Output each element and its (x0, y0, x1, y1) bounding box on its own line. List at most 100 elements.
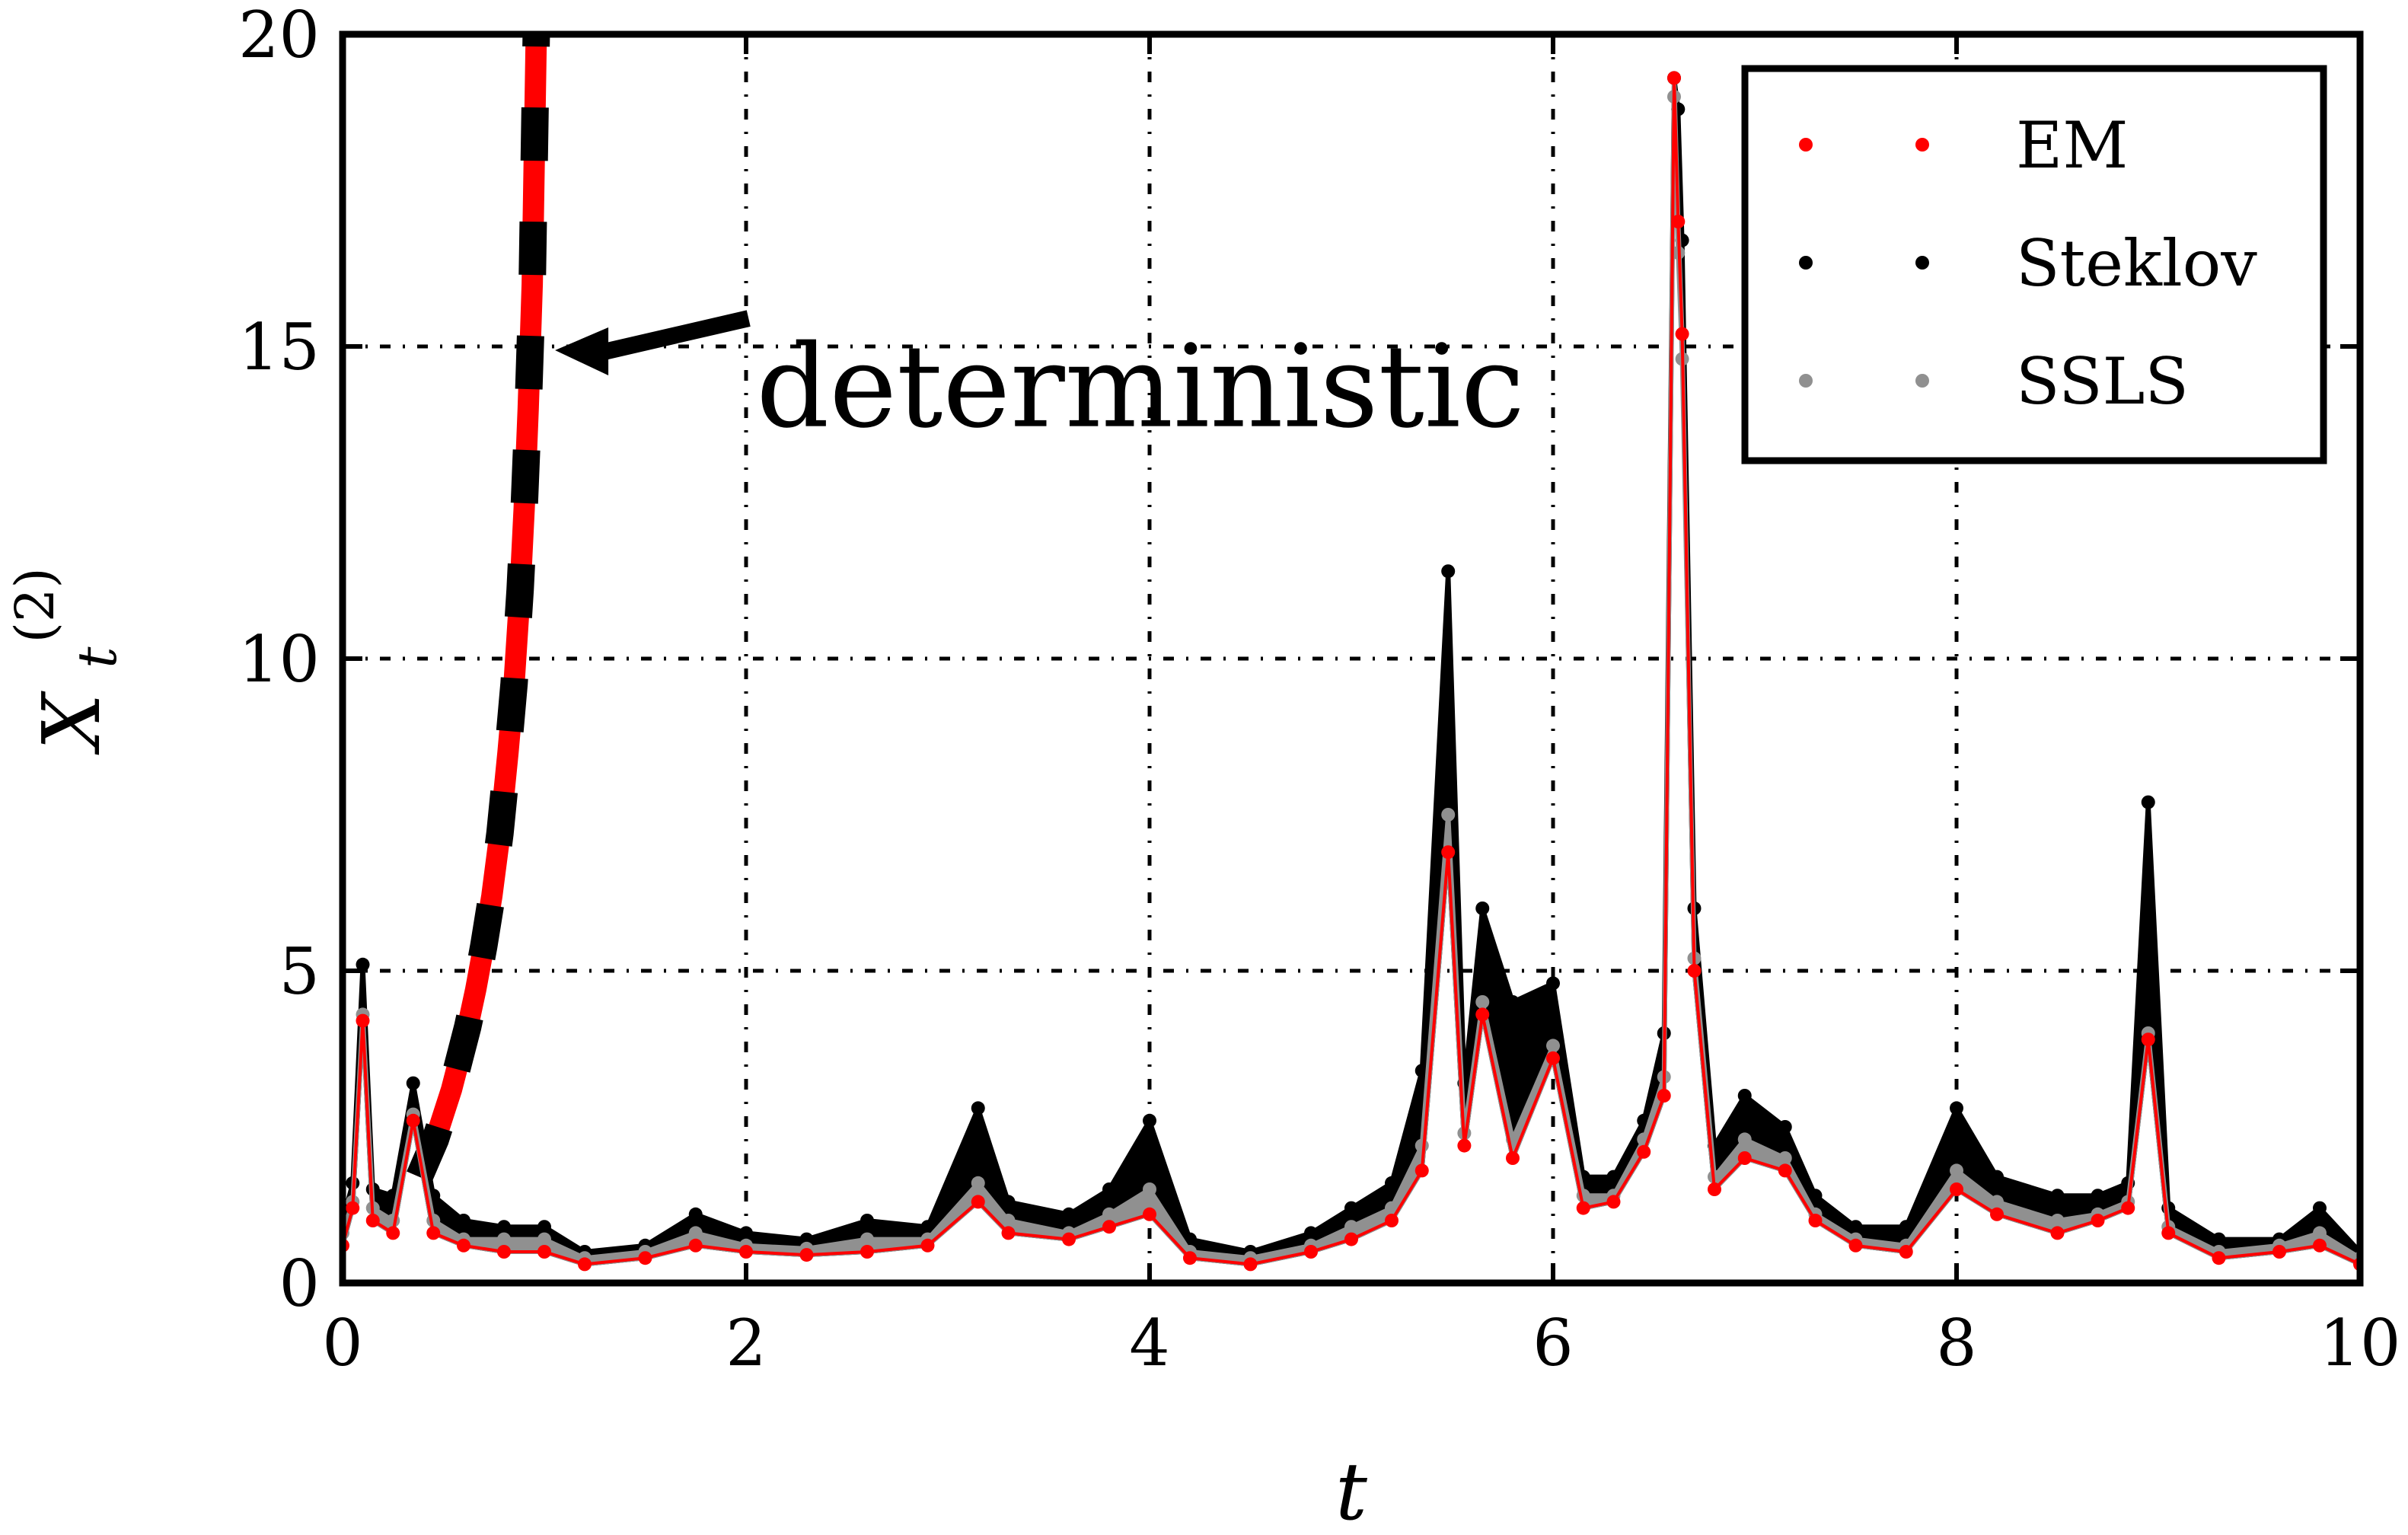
data-point-steklov (1001, 1195, 1016, 1209)
data-point-ssls (1344, 1220, 1358, 1234)
data-point-em (346, 1201, 360, 1215)
data-point-ssls (1990, 1195, 2004, 1209)
data-point-steklov (1344, 1201, 1358, 1215)
data-point-ssls (860, 1232, 874, 1246)
data-point-em (2050, 1226, 2065, 1240)
data-point-em (799, 1248, 814, 1262)
data-point-em (2313, 1238, 2327, 1253)
data-point-steklov (799, 1232, 814, 1246)
svg-text:X t (2): X t (2) (4, 567, 135, 755)
data-point-em (406, 1113, 420, 1128)
data-point-steklov (971, 1101, 985, 1115)
data-point-em (497, 1245, 511, 1259)
data-point-em (1062, 1232, 1076, 1246)
data-point-em (2141, 1032, 2155, 1047)
data-point-steklov (1475, 902, 1490, 915)
data-point-em (1637, 1144, 1651, 1159)
legend-marker-em (1915, 138, 1929, 152)
legend-marker-steklov (1915, 256, 1929, 270)
annotation-text: deterministic (756, 321, 1525, 454)
data-point-ssls (1950, 1163, 1963, 1178)
data-point-steklov (1546, 976, 1560, 991)
data-point-em (1143, 1207, 1156, 1221)
y-tick-label: 20 (238, 0, 320, 72)
x-tick-label: 2 (726, 1306, 766, 1380)
data-point-em (1344, 1232, 1358, 1246)
data-point-em (1848, 1238, 1863, 1253)
x-tick-label: 6 (1533, 1306, 1573, 1380)
deterministic-curve (407, 34, 550, 1182)
data-point-steklov (2050, 1189, 2065, 1203)
data-point-steklov (497, 1220, 511, 1234)
data-point-steklov (1385, 1176, 1399, 1190)
data-point-em (971, 1195, 985, 1209)
legend-marker-ssls (1799, 374, 1813, 388)
y-tick-label: 0 (279, 1246, 320, 1321)
data-point-steklov (406, 1076, 420, 1090)
annotation-arrowhead (555, 327, 609, 375)
data-point-em (1990, 1207, 2004, 1221)
data-point-em (365, 1214, 380, 1227)
data-point-ssls (1737, 1132, 1752, 1147)
data-point-steklov (1102, 1182, 1116, 1196)
series-em-line (343, 78, 2360, 1266)
data-point-ssls (1102, 1207, 1116, 1221)
axis-ticks: 0 2 4 6 8 10 0 5 10 15 20 (238, 0, 2400, 1380)
data-point-ssls (1546, 1039, 1560, 1053)
legend-box (1741, 65, 2327, 464)
data-point-em (688, 1238, 703, 1253)
data-point-em (1675, 327, 1689, 341)
data-point-em (1737, 1151, 1752, 1165)
data-point-steklov (2091, 1189, 2105, 1203)
legend: EM Steklov SSLS (1741, 65, 2327, 464)
data-point-em (1606, 1195, 1621, 1209)
data-point-ssls (497, 1232, 511, 1246)
data-point-em (1183, 1251, 1197, 1265)
y-axis-label-main: X (25, 691, 118, 755)
data-point-steklov (1143, 1113, 1156, 1128)
data-point-ssls (2313, 1226, 2327, 1240)
data-point-steklov (1899, 1220, 1913, 1234)
x-tick-label: 8 (1936, 1306, 1976, 1380)
data-point-ssls (1001, 1214, 1016, 1227)
data-point-em (1808, 1214, 1823, 1227)
y-axis-label-sup: (2) (4, 567, 66, 643)
x-axis-label: t (1335, 1445, 1367, 1535)
annotation: deterministic (555, 310, 1525, 454)
legend-marker-em (1799, 138, 1813, 152)
data-point-steklov (920, 1220, 935, 1234)
data-point-em (1950, 1182, 1963, 1196)
data-point-steklov (2141, 795, 2155, 809)
data-point-em (1475, 1007, 1490, 1022)
data-point-em (1576, 1201, 1590, 1215)
data-point-em (578, 1257, 592, 1272)
y-tick-label: 15 (238, 310, 320, 385)
data-point-em (860, 1245, 874, 1259)
data-point-steklov (1062, 1207, 1076, 1221)
y-axis-label-sub: t (66, 646, 129, 669)
data-point-em (356, 1013, 370, 1028)
data-point-em (1304, 1245, 1318, 1259)
data-point-steklov (457, 1214, 470, 1227)
data-point-em (426, 1226, 441, 1240)
data-point-em (1102, 1220, 1116, 1234)
data-point-em (1506, 1151, 1520, 1165)
x-tick-label: 0 (322, 1306, 362, 1380)
x-tick-label: 4 (1129, 1306, 1169, 1380)
series-em (343, 71, 2360, 1272)
data-point-em (1243, 1257, 1258, 1272)
data-point-em (1708, 1182, 1721, 1196)
data-point-em (1667, 71, 1681, 85)
legend-label-steklov: Steklov (2016, 226, 2257, 301)
data-point-ssls (1385, 1201, 1399, 1215)
data-point-em (2121, 1201, 2135, 1215)
x-tick-label: 10 (2320, 1306, 2401, 1380)
data-point-em (1385, 1214, 1399, 1227)
data-series (343, 71, 2360, 1272)
data-point-em (537, 1245, 551, 1259)
data-point-em (457, 1238, 470, 1253)
data-point-em (1457, 1138, 1472, 1153)
data-point-ssls (1415, 1138, 1429, 1153)
data-point-steklov (1990, 1170, 2004, 1184)
